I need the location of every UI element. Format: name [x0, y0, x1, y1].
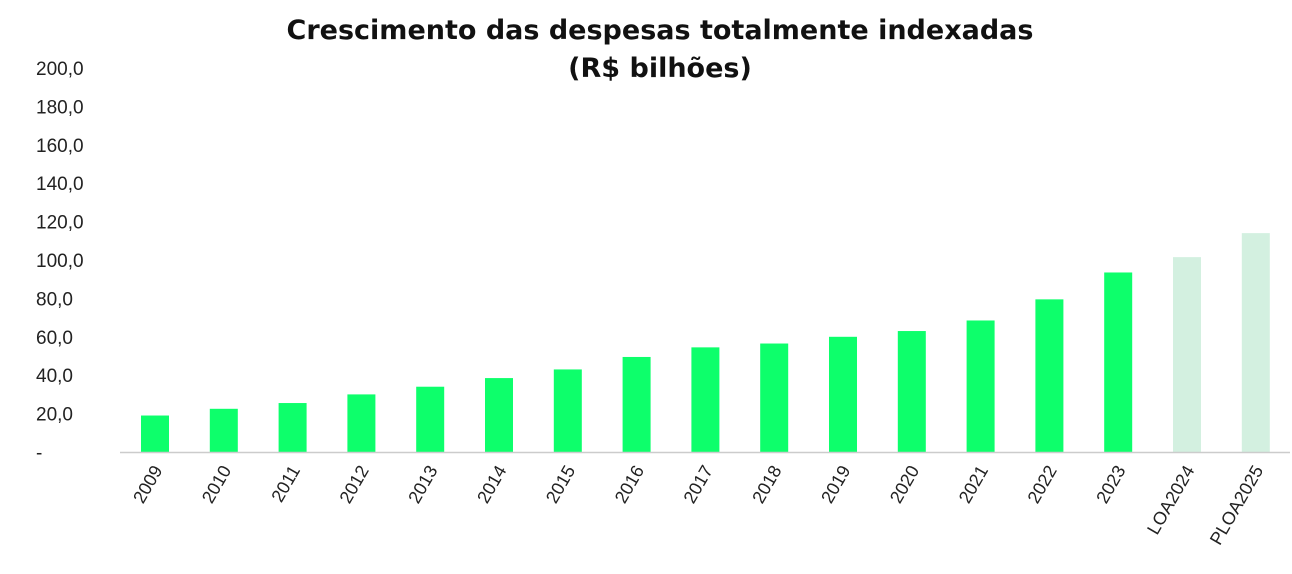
y-tick-label: 60,0	[36, 328, 73, 349]
bar-2023	[1104, 272, 1133, 452]
bar-2013	[416, 386, 445, 452]
y-tick-label: 140,0	[36, 174, 84, 195]
bar-2012	[347, 394, 376, 452]
x-tick-label: 2011	[267, 462, 304, 506]
x-tick-label: 2013	[404, 462, 441, 507]
x-tick-label: 2018	[748, 462, 785, 507]
y-tick-label: 20,0	[36, 405, 73, 426]
y-tick-label: 120,0	[36, 213, 84, 234]
bar-2022	[1035, 299, 1064, 452]
bar-2015	[553, 369, 582, 452]
x-tick-label: 2020	[886, 462, 923, 507]
x-tick-label: 2014	[473, 462, 510, 507]
bar-2009	[141, 415, 169, 452]
x-tick-label: 2019	[817, 462, 854, 507]
bar-loa2024	[1173, 257, 1201, 452]
bar-2018	[760, 343, 789, 452]
x-tick-label: 2023	[1092, 462, 1129, 507]
x-tick-label: LOA2024	[1143, 462, 1198, 538]
bar-2017	[691, 347, 720, 452]
y-tick-label: 80,0	[36, 289, 73, 310]
bar-2020	[897, 331, 926, 452]
chart-subtitle: (R$ bilhões)	[568, 53, 752, 84]
y-tick-label: 40,0	[36, 366, 73, 387]
x-tick-label: 2016	[611, 462, 648, 507]
y-tick-label: 180,0	[36, 97, 84, 118]
x-axis: 2009 2010 2011 2012 2013 2014 2015 2016 2017 2018…	[129, 462, 1267, 548]
y-tick-label: 100,0	[36, 251, 84, 272]
y-tick-label: 160,0	[36, 136, 84, 157]
chart-title-main: Crescimento das despesas totalmente inde…	[286, 15, 1034, 46]
x-tick-label: 2022	[1024, 462, 1061, 507]
x-tick-label: 2021	[955, 462, 992, 507]
y-tick-label: -	[36, 443, 42, 464]
x-tick-label: 2010	[198, 462, 235, 507]
bar-2021	[966, 320, 995, 452]
bar-2011	[278, 403, 307, 452]
y-axis: - 20,0 40,0 60,0 80,0 100,0 120,0 140,0 160,0 180…	[36, 59, 84, 464]
bar-2016	[622, 356, 651, 452]
x-tick-label: 2009	[129, 462, 166, 507]
bar-ploa2025	[1241, 233, 1270, 452]
y-tick-label: 200,0	[36, 59, 84, 80]
x-tick-label: PLOA2025	[1206, 462, 1267, 548]
x-tick-label: 2017	[680, 462, 717, 507]
x-tick-label: 2012	[336, 462, 373, 507]
bar-2010	[209, 408, 238, 452]
chart-title: Crescimento das despesas totalmente inde…	[0, 12, 1292, 88]
bar-2019	[829, 336, 857, 452]
bar-2014	[485, 378, 513, 452]
x-tick-label: 2015	[542, 462, 579, 507]
bars	[141, 233, 1270, 452]
